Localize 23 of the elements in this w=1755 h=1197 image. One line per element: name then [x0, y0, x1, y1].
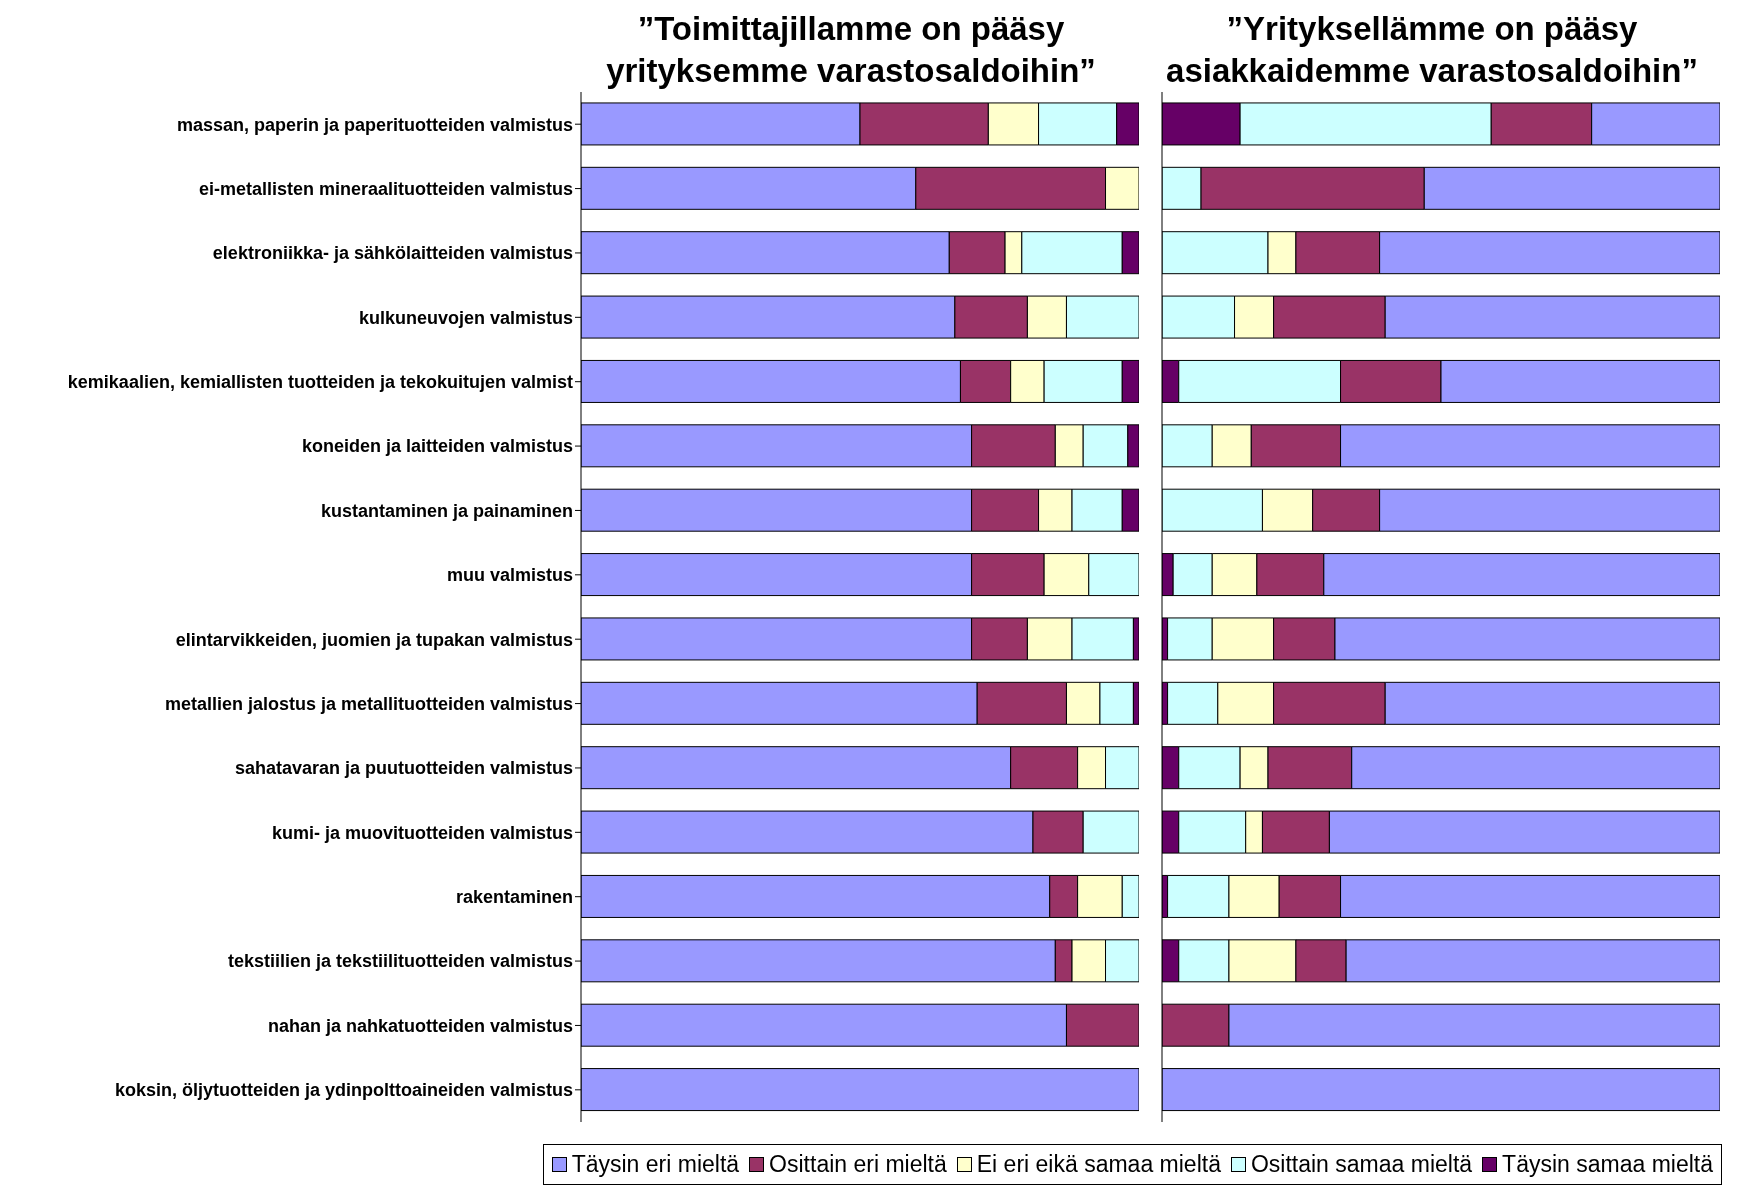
y-tick-label: muu valmistus	[446, 565, 573, 586]
y-tick-label: metallien jalostus ja metallituotteiden valmistus	[164, 693, 573, 714]
y-tick-label: elektroniikka- ja sähkölaitteiden valmistus	[212, 243, 573, 264]
y-tick-label: ei-metallisten mineraalituotteiden valmistus	[198, 178, 573, 199]
y-tick-label: rakentaminen	[455, 887, 573, 908]
y-tick-label: massan, paperin ja paperituotteiden valmistus	[176, 114, 573, 135]
legend-label: Täysin eri mieltä	[571, 1151, 740, 1178]
y-tick-label: koneiden ja laitteiden valmistus	[301, 436, 573, 457]
legend-label: Ei eri eikä samaa mieltä	[976, 1151, 1221, 1178]
y-tick-label: kumi- ja muovituotteiden valmistus	[271, 822, 573, 843]
y-tick-label: kulkuneuvojen valmistus	[358, 307, 573, 328]
chart-title: ”Yrityksellämme on pääsy asiakkaidemme varastosaldoihin”	[1165, 9, 1699, 91]
y-tick-label: elintarvikkeiden, juomien ja tupakan valmistus	[175, 629, 573, 650]
y-tick-label: koksin, öljytuotteiden ja ydinpolttoaineiden valmistus	[114, 1080, 573, 1101]
y-tick-label: nahan ja nahkatuotteiden valmistus	[267, 1015, 573, 1036]
legend-label: Osittain samaa mieltä	[1250, 1151, 1473, 1178]
y-tick-label: tekstiilien ja tekstiilituotteiden valmistus	[227, 951, 573, 972]
legend-label: Täysin samaa mieltä	[1502, 1151, 1713, 1178]
y-tick-label: kustantaminen ja painaminen	[320, 500, 573, 521]
legend-label: Osittain eri mieltä	[769, 1151, 947, 1178]
chart-title: ”Toimittajillamme on pääsy yrityksemme varastosaldoihin”	[605, 9, 1097, 91]
y-tick-label: kemikaalien, kemiallisten tuotteiden ja tekokuitujen valmist	[67, 372, 573, 393]
y-tick-label: sahatavaran ja puutuotteiden valmistus	[234, 758, 573, 779]
